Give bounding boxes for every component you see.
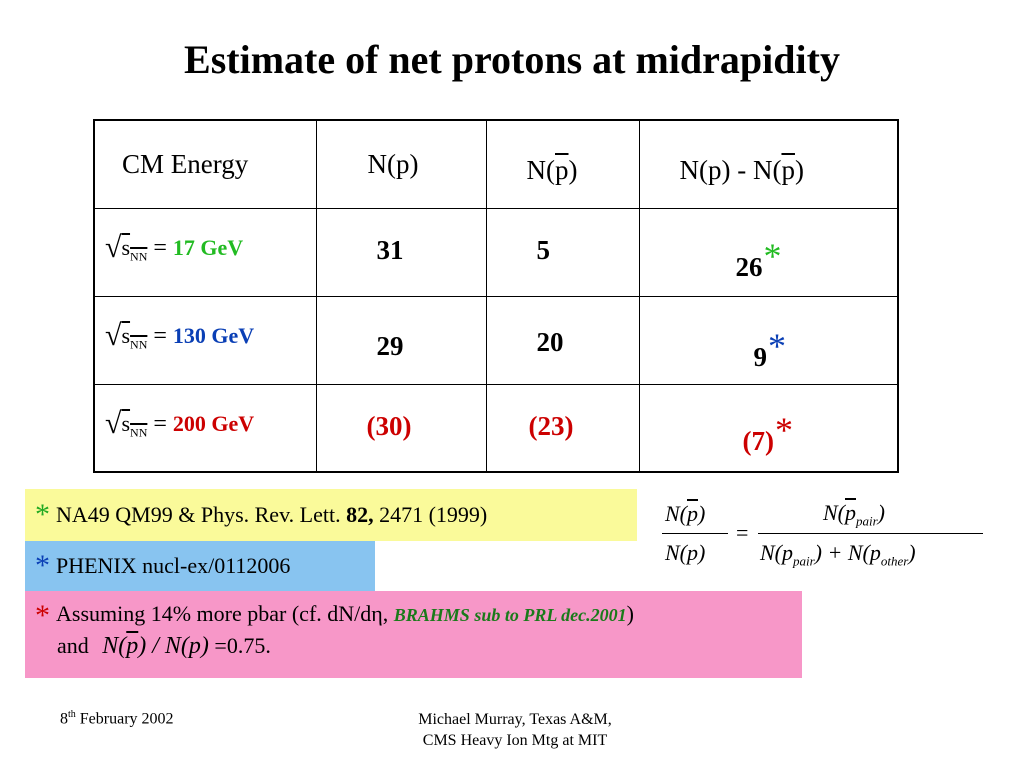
net-value: 9* — [753, 325, 787, 372]
header-npbar: N(p) — [526, 155, 578, 185]
npbar-value: 5 — [536, 234, 551, 265]
npbar-cell: 20 — [485, 295, 640, 385]
np-value: (30) — [366, 410, 412, 441]
energy-value: 130 GeV — [172, 322, 255, 348]
net-value: (7)* — [742, 409, 793, 456]
brahms-reference: BRAHMS sub to PRL dec.2001 — [393, 605, 627, 625]
footnote-star: * — [763, 235, 782, 276]
footer-date: 8th February 2002 — [60, 709, 174, 728]
note-phenix: * PHENIX nucl-ex/0112006 — [25, 541, 375, 591]
lhs-denominator: N(p) — [665, 540, 706, 565]
note-na49: * NA49 QM99 & Phys. Rev. Lett. 82, 2471 … — [25, 489, 637, 541]
npbar-cell: (23) — [485, 383, 640, 473]
net-cell: 9* — [638, 295, 899, 385]
page-title: Estimate of net protons at midrapidity — [184, 37, 840, 82]
footnote-star: * — [35, 549, 50, 582]
net-cell: 26* — [638, 207, 899, 297]
note-brahms: * Assuming 14% more pbar (cf. dN/dη, BRAH… — [25, 591, 802, 678]
sqrt-snn-label: √sNN = 17 GeV — [105, 230, 244, 264]
net-cell: (7)* — [638, 383, 899, 473]
equals-sign: = — [736, 520, 749, 545]
note-line: * Assuming 14% more pbar (cf. dN/dη, BRAH… — [35, 599, 634, 632]
header-cell: N(p) — [485, 119, 640, 209]
table-row: √sNN = 17 GeV 31 5 26* — [93, 207, 899, 297]
sqrt-icon: √ — [105, 406, 122, 440]
footnote-star: * — [35, 599, 50, 632]
rhs-numerator: N(ppair) — [823, 500, 885, 529]
np-cell: 29 — [315, 295, 487, 385]
note-line: and N(p) / N(p) =0.75. — [57, 633, 271, 659]
net-proton-table: CM Energy N(p) N(p) N(p) - N(p) √sNN = 17 … — [93, 119, 899, 473]
sqrt-snn-label: √sNN = 200 GeV — [105, 406, 255, 440]
energy-cell: √sNN = 130 GeV — [93, 295, 317, 385]
ratio-equation: N(p) N(p) = N(ppair) N(ppair) + N(pother… — [660, 497, 990, 577]
np-value: 31 — [376, 234, 404, 265]
sqrt-icon: √ — [105, 230, 122, 264]
footnote-star: * — [768, 325, 786, 366]
sqrt-snn-label: √sNN = 130 GeV — [105, 318, 255, 352]
npbar-value: (23) — [528, 410, 574, 441]
npbar-cell: 5 — [485, 207, 640, 297]
header-cell: N(p) - N(p) — [638, 119, 899, 209]
note-text: NA49 QM99 & Phys. Rev. Lett. 82, 2471 (1… — [56, 502, 488, 527]
footer-author: Michael Murray, Texas A&M, CMS Heavy Ion… — [380, 709, 650, 751]
header-cell: CM Energy — [93, 119, 317, 209]
footer-author-line: Michael Murray, Texas A&M, — [418, 711, 612, 728]
fraction-line — [758, 533, 983, 534]
footnote-star: * — [774, 409, 793, 450]
header-cm-energy: CM Energy — [122, 149, 249, 179]
header-np: N(p) — [367, 149, 419, 179]
rhs-denominator: N(ppair) + N(pother) — [760, 540, 916, 569]
header-net: N(p) - N(p) — [679, 155, 804, 185]
npbar-value: 20 — [536, 326, 564, 357]
energy-cell: √sNN = 17 GeV — [93, 207, 317, 297]
table-header-row: CM Energy N(p) N(p) N(p) - N(p) — [93, 119, 899, 209]
energy-value: 17 GeV — [172, 234, 244, 260]
note-text: PHENIX nucl-ex/0112006 — [56, 553, 291, 578]
sqrt-icon: √ — [105, 318, 122, 352]
ratio-formula: N(p) / N(p) — [102, 633, 209, 659]
footnote-star: * — [35, 498, 50, 531]
table-row: √sNN = 130 GeV 29 20 9* — [93, 295, 899, 385]
lhs-numerator: N(p) — [665, 501, 706, 526]
np-cell: 31 — [315, 207, 487, 297]
energy-cell: √sNN = 200 GeV — [93, 383, 317, 473]
table-row: √sNN = 200 GeV (30) (23) (7)* — [93, 383, 899, 473]
footer-author-line: CMS Heavy Ion Mtg at MIT — [422, 732, 608, 749]
np-cell: (30) — [315, 383, 487, 473]
header-cell: N(p) — [315, 119, 487, 209]
net-value: 26* — [735, 235, 782, 282]
energy-value: 200 GeV — [172, 410, 255, 436]
fraction-line — [662, 533, 728, 534]
np-value: 29 — [376, 330, 404, 361]
